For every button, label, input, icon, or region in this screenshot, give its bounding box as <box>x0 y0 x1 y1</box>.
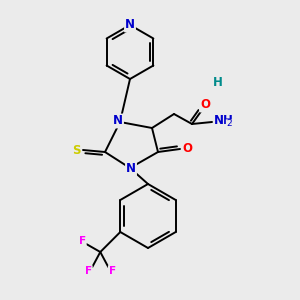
Text: H: H <box>213 76 223 88</box>
Text: N: N <box>113 115 123 128</box>
Text: O: O <box>200 98 210 112</box>
Text: NH: NH <box>214 115 234 128</box>
Text: O: O <box>182 142 192 155</box>
Text: 2: 2 <box>226 119 232 128</box>
Text: S: S <box>72 143 80 157</box>
Text: F: F <box>79 236 86 246</box>
Text: F: F <box>109 266 116 276</box>
Text: N: N <box>126 163 136 176</box>
Text: N: N <box>125 19 135 32</box>
Text: F: F <box>85 266 92 276</box>
